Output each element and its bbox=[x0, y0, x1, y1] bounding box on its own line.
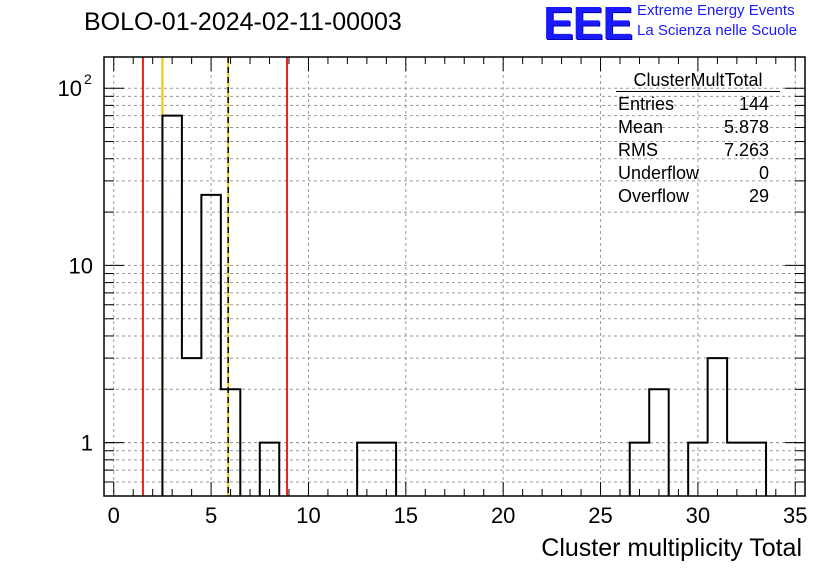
stats-label: Mean bbox=[618, 117, 664, 137]
logo-line2: La Scienza nelle Scuole bbox=[637, 22, 798, 39]
logo-line1: Extreme Energy Events bbox=[637, 2, 795, 19]
stats-value: 144 bbox=[738, 94, 769, 114]
histogram-bin bbox=[377, 443, 396, 496]
x-tick-label: 5 bbox=[205, 503, 217, 528]
x-tick-label: 20 bbox=[491, 503, 515, 528]
stats-value: 29 bbox=[748, 186, 769, 206]
stats-row-entries: Entries 144 bbox=[610, 93, 778, 116]
x-tick-label: 10 bbox=[296, 503, 320, 528]
histogram-bin bbox=[260, 443, 279, 496]
histogram-bin bbox=[201, 195, 220, 496]
x-tick-label: 0 bbox=[108, 503, 120, 528]
histogram-bin bbox=[162, 116, 181, 496]
y-tick-label: 1 bbox=[81, 431, 93, 456]
stats-label: RMS bbox=[618, 140, 658, 160]
histogram-outline bbox=[161, 114, 768, 496]
histogram-bin bbox=[357, 443, 376, 496]
stats-title: ClusterMultTotal bbox=[616, 70, 780, 92]
histogram-bin bbox=[182, 358, 201, 496]
y-tick-label: 10 bbox=[69, 253, 93, 278]
chart-title: BOLO-01-2024-02-11-00003 bbox=[84, 8, 402, 36]
stats-box: ClusterMultTotal Entries 144 Mean 5.878 … bbox=[610, 70, 780, 208]
histogram-bin bbox=[221, 389, 240, 496]
x-tick-label: 25 bbox=[588, 503, 612, 528]
histogram-bin bbox=[727, 443, 746, 496]
stats-value: 7.263 bbox=[723, 140, 769, 160]
stats-label: Entries bbox=[618, 94, 675, 114]
y-tick-label-exponent: 2 bbox=[84, 71, 92, 87]
logo-mark: EEE bbox=[543, 0, 633, 49]
x-tick-label: 15 bbox=[394, 503, 418, 528]
histogram-bin bbox=[630, 443, 649, 496]
stats-row-mean: Mean 5.878 bbox=[610, 116, 778, 139]
histogram-bin bbox=[649, 389, 668, 496]
stats-value: 5.878 bbox=[723, 117, 769, 137]
stats-label: Underflow bbox=[618, 163, 700, 183]
stats-row-rms: RMS 7.263 bbox=[610, 139, 778, 162]
stats-row-underflow: Underflow 0 bbox=[610, 162, 778, 185]
y-tick-label: 10 bbox=[58, 76, 82, 101]
x-axis-title: Cluster multiplicity Total bbox=[541, 534, 802, 562]
histogram-bin bbox=[747, 443, 766, 496]
stats-label: Overflow bbox=[618, 186, 690, 206]
stats-value: 0 bbox=[758, 163, 769, 183]
x-tick-label: 35 bbox=[783, 503, 807, 528]
stats-row-overflow: Overflow 29 bbox=[610, 185, 778, 208]
plot-frame bbox=[103, 56, 806, 497]
histogram-bin bbox=[708, 358, 727, 496]
x-tick-label: 30 bbox=[686, 503, 710, 528]
